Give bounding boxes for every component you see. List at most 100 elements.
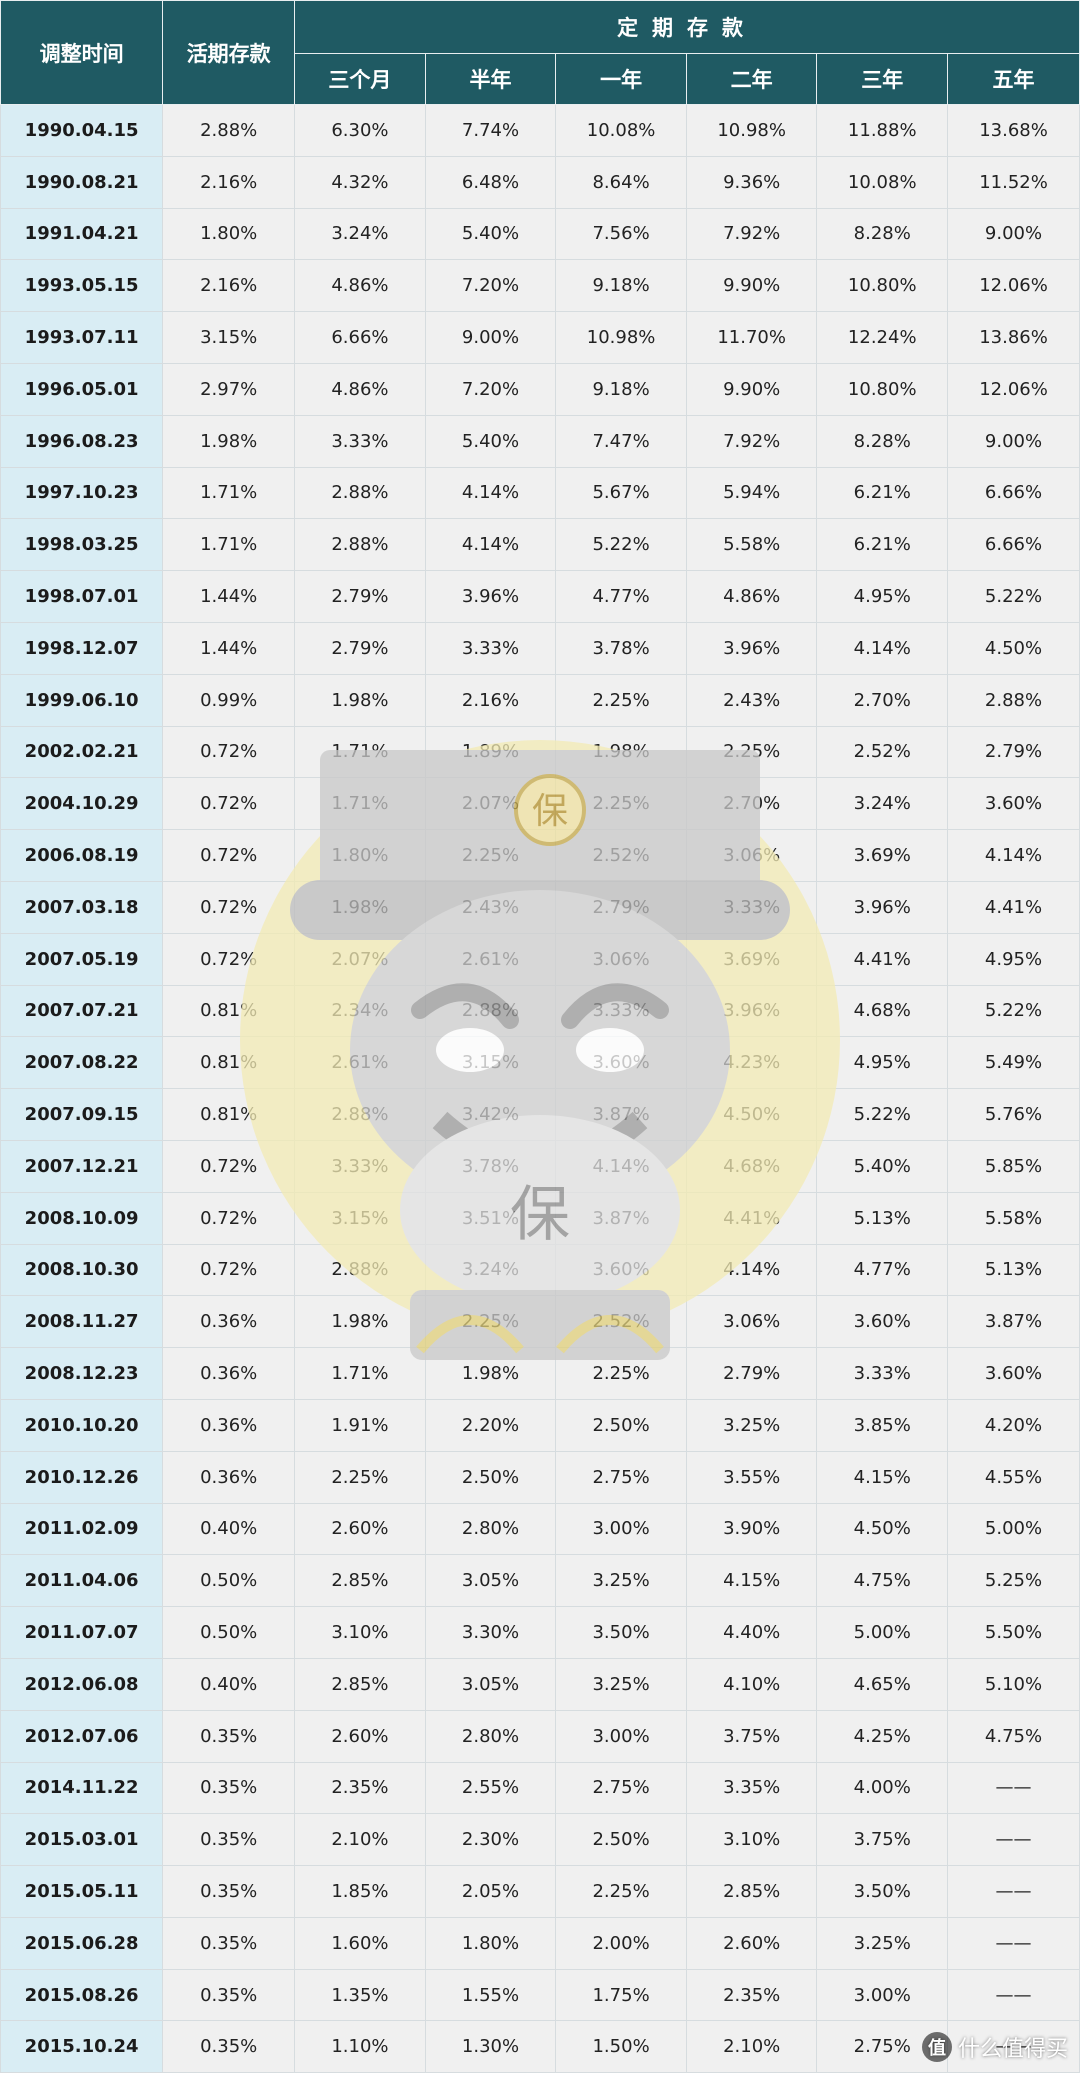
cell-term-5y: 4.50% (947, 621, 1080, 675)
cell-demand: 1.44% (162, 621, 296, 675)
cell-term-3m: 2.60% (294, 1502, 426, 1556)
cell-term-3m: 6.30% (294, 104, 426, 157)
cell-term-3y: 5.22% (816, 1088, 949, 1141)
cell-demand: 0.50% (162, 1606, 296, 1659)
cell-date: 1999.06.10 (0, 673, 164, 727)
cell-date: 2004.10.29 (0, 777, 164, 831)
cell-term-5y: 4.14% (947, 829, 1080, 882)
cell-term-3m: 2.88% (294, 466, 426, 520)
cell-term-6m: 2.43% (424, 880, 557, 934)
cell-term-3m: 3.24% (294, 207, 426, 261)
cell-term-5y: 9.00% (947, 414, 1080, 468)
cell-term-1y: 3.00% (555, 1709, 687, 1763)
table-row: 2010.12.26 0.36% 2.25% 2.50% 2.75% 3.55% 4.15%… (0, 1450, 1080, 1504)
cell-term-3y: 3.60% (816, 1295, 949, 1349)
cell-term-3m: 3.15% (294, 1191, 426, 1245)
cell-term-1y: 2.52% (555, 1295, 687, 1349)
cell-term-5y: —— (947, 1761, 1080, 1815)
table-row: 1993.07.11 3.15% 6.66% 9.00% 10.98% 11.70% 12.… (0, 311, 1080, 364)
table-row: 2015.03.01 0.35% 2.10% 2.30% 2.50% 3.10% 3.75%… (0, 1813, 1080, 1867)
cell-term-3m: 6.66% (294, 311, 426, 364)
cell-term-2y: 2.70% (685, 777, 818, 831)
cell-term-1y: 3.00% (555, 1502, 687, 1556)
cell-date: 2010.10.20 (0, 1398, 164, 1452)
cell-demand: 0.35% (162, 1916, 296, 1970)
header-term-3m: 三个月 (294, 53, 426, 105)
cell-term-1y: 3.33% (555, 984, 687, 1038)
cell-term-6m: 3.30% (424, 1606, 557, 1659)
table-row: 1998.07.01 1.44% 2.79% 3.96% 4.77% 4.86% 4.95%… (0, 570, 1080, 623)
cell-term-2y: 4.10% (685, 1657, 818, 1711)
cell-term-2y: 10.98% (685, 104, 818, 157)
cell-term-3y: 10.80% (816, 259, 949, 313)
cell-term-5y: 3.87% (947, 1295, 1080, 1349)
cell-term-5y: 11.52% (947, 155, 1080, 209)
cell-demand: 2.88% (162, 104, 296, 157)
cell-term-6m: 2.25% (424, 1295, 557, 1349)
table-row: 2014.11.22 0.35% 2.35% 2.55% 2.75% 3.35% 4.00%… (0, 1761, 1080, 1815)
cell-demand: 1.71% (162, 466, 296, 520)
cell-term-2y: 9.90% (685, 362, 818, 416)
site-watermark: 值 什么值得买 (921, 2031, 1068, 2063)
cell-term-5y: 4.75% (947, 1709, 1080, 1763)
cell-term-3m: 1.98% (294, 1295, 426, 1349)
cell-demand: 0.99% (162, 673, 296, 727)
cell-term-5y: —— (947, 1968, 1080, 2022)
cell-term-3y: 4.50% (816, 1502, 949, 1556)
table-row: 2008.12.23 0.36% 1.71% 1.98% 2.25% 2.79% 3.33%… (0, 1347, 1080, 1400)
cell-demand: 0.72% (162, 1243, 296, 1297)
cell-date: 2008.11.27 (0, 1295, 164, 1349)
cell-term-1y: 4.77% (555, 570, 687, 623)
cell-term-6m: 3.24% (424, 1243, 557, 1297)
table-row: 1991.04.21 1.80% 3.24% 5.40% 7.56% 7.92% 8.28%… (0, 207, 1080, 261)
cell-term-1y: 3.06% (555, 932, 687, 986)
cell-term-3m: 1.71% (294, 725, 426, 779)
cell-date: 1991.04.21 (0, 207, 164, 261)
cell-date: 2010.12.26 (0, 1450, 164, 1504)
cell-date: 2015.05.11 (0, 1865, 164, 1918)
cell-term-3m: 4.86% (294, 259, 426, 313)
cell-term-5y: 5.50% (947, 1606, 1080, 1659)
cell-term-2y: 7.92% (685, 207, 818, 261)
cell-term-6m: 2.80% (424, 1709, 557, 1763)
cell-term-3y: 2.70% (816, 673, 949, 727)
table-row: 2015.08.26 0.35% 1.35% 1.55% 1.75% 2.35% 3.00%… (0, 1968, 1080, 2022)
table-row: 2004.10.29 0.72% 1.71% 2.07% 2.25% 2.70% 3.24%… (0, 777, 1080, 831)
cell-term-3m: 2.07% (294, 932, 426, 986)
cell-term-3y: 6.21% (816, 518, 949, 572)
cell-term-2y: 4.68% (685, 1139, 818, 1193)
cell-term-6m: 3.42% (424, 1088, 557, 1141)
header-date: 调整时间 (0, 0, 164, 105)
cell-term-6m: 7.20% (424, 362, 557, 416)
header-demand-deposit: 活期存款 (162, 0, 296, 105)
cell-term-2y: 4.14% (685, 1243, 818, 1297)
cell-term-6m: 2.30% (424, 1813, 557, 1867)
cell-date: 2011.02.09 (0, 1502, 164, 1556)
cell-term-3y: 2.52% (816, 725, 949, 779)
site-logo-icon: 值 (921, 2032, 952, 2062)
cell-term-3m: 2.79% (294, 621, 426, 675)
table-row: 2011.02.09 0.40% 2.60% 2.80% 3.00% 3.90% 4.50%… (0, 1502, 1080, 1556)
site-watermark-text: 什么值得买 (957, 2037, 1068, 2062)
cell-term-2y: 3.96% (685, 984, 818, 1038)
cell-term-2y: 9.36% (685, 155, 818, 209)
cell-term-2y: 4.40% (685, 1606, 818, 1659)
table-body: 1990.04.15 2.88% 6.30% 7.74% 10.08% 10.98% 11.… (0, 104, 1080, 2073)
table-row: 2015.05.11 0.35% 1.85% 2.05% 2.25% 2.85% 3.50%… (0, 1865, 1080, 1918)
table-row: 1999.06.10 0.99% 1.98% 2.16% 2.25% 2.43% 2.70%… (0, 673, 1080, 727)
cell-term-3y: 8.28% (816, 414, 949, 468)
cell-term-5y: 4.41% (947, 880, 1080, 934)
cell-term-3m: 2.60% (294, 1709, 426, 1763)
cell-term-2y: 3.35% (685, 1761, 818, 1815)
cell-term-2y: 4.23% (685, 1036, 818, 1090)
cell-term-3y: 12.24% (816, 311, 949, 364)
cell-term-2y: 3.06% (685, 1295, 818, 1349)
cell-term-5y: 2.79% (947, 725, 1080, 779)
cell-demand: 0.81% (162, 984, 296, 1038)
cell-date: 2011.07.07 (0, 1606, 164, 1659)
cell-demand: 1.80% (162, 207, 296, 261)
cell-term-3m: 1.85% (294, 1865, 426, 1918)
table-row: 2010.10.20 0.36% 1.91% 2.20% 2.50% 3.25% 3.85%… (0, 1398, 1080, 1452)
cell-term-1y: 3.87% (555, 1088, 687, 1141)
cell-term-1y: 2.50% (555, 1398, 687, 1452)
